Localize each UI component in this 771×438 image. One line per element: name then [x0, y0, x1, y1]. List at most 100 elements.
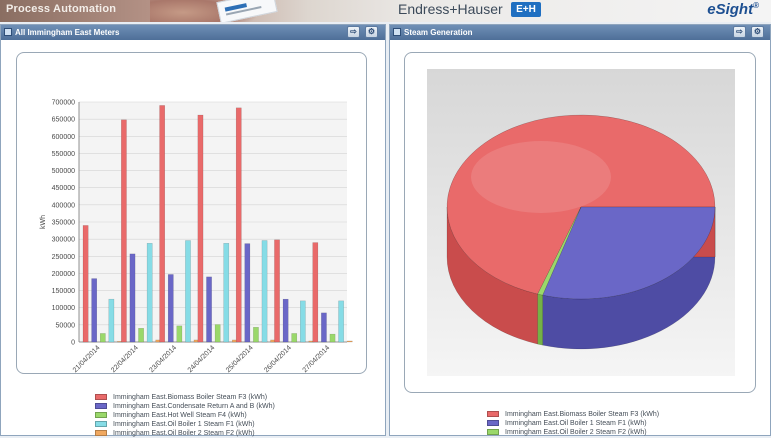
y-tick-label: 600000 — [52, 134, 75, 141]
y-tick-label: 150000 — [52, 288, 75, 295]
legend-label: Immingham East.Hot Well Steam F4 (kWh) — [113, 412, 247, 419]
y-tick-label: 550000 — [52, 151, 75, 158]
legend-swatch — [95, 412, 107, 419]
popout-icon[interactable]: ⇨ — [733, 26, 746, 38]
bar — [282, 298, 289, 343]
bar — [244, 243, 251, 343]
bar — [329, 333, 336, 343]
y-tick-label: 450000 — [52, 185, 75, 192]
bar — [197, 114, 204, 343]
bar — [176, 325, 183, 343]
x-tick-label: 26/04/2014 — [263, 344, 293, 374]
bar — [99, 333, 106, 343]
y-tick-label: 500000 — [52, 168, 75, 175]
header-banner: Process Automation Endress+Hauser E+H eS… — [0, 0, 771, 22]
pie-slice-side — [446, 206, 538, 345]
legend-item[interactable]: Immingham East.Oil Boiler 1 Steam F1 (kW… — [487, 419, 647, 428]
x-tick-label: 22/04/2014 — [110, 344, 140, 374]
window-icon — [4, 28, 12, 36]
pie-slice — [542, 206, 716, 300]
x-tick-label: 27/04/2014 — [302, 344, 332, 374]
bar — [206, 276, 212, 343]
panel-all-meters: All Immingham East Meters ⇨ ⚙ 0 50000 1000… — [0, 24, 386, 437]
legend-label: Immingham East.Condensate Return A and B… — [113, 403, 275, 410]
gear-icon[interactable]: ⚙ — [751, 26, 764, 38]
legend-label: Immingham East.Oil Boiler 1 Steam F1 (kW… — [113, 421, 255, 428]
legend-item[interactable]: Immingham East.Hot Well Steam F4 (kWh) — [95, 411, 247, 420]
legend-item[interactable]: Immingham East.Oil Boiler 1 Steam F1 (kW… — [95, 420, 255, 429]
legend-item[interactable]: Immingham East.Oil Boiler 2 Steam F2 (kW… — [487, 428, 647, 437]
bar-chart-frame: 0 50000 100000 150000 200000 250000 300000 3500… — [16, 52, 367, 374]
bar — [167, 274, 174, 343]
legend-swatch — [487, 429, 499, 436]
y-tick-label: 400000 — [52, 202, 75, 209]
panel-steam-generation: Steam Generation ⇨ ⚙ Immingham East.Biom… — [389, 24, 771, 436]
pie-chart-frame — [404, 52, 756, 393]
bar — [121, 119, 127, 343]
pie-chart — [427, 69, 735, 376]
y-tick-label: 250000 — [52, 254, 75, 261]
brand-logo: E+H — [511, 2, 541, 17]
y-tick-label: 100000 — [52, 305, 75, 312]
bar — [312, 242, 319, 343]
legend-label: Immingham East.Biomass Boiler Steam F3 (… — [505, 411, 660, 418]
bar — [82, 225, 89, 343]
legend-label: Immingham East.Oil Boiler 2 Steam F2 (kW… — [505, 429, 647, 436]
legend-item[interactable]: Immingham East.Biomass Boiler Steam F3 (… — [487, 410, 659, 419]
legend-label: Immingham East.Biomass Boiler Steam F3 (… — [113, 394, 268, 401]
bar — [108, 298, 115, 343]
panel-header-steam-generation: Steam Generation ⇨ ⚙ — [390, 25, 770, 40]
y-tick-label: 700000 — [52, 100, 75, 107]
legend-item[interactable]: Immingham East.Biomass Boiler Steam F3 (… — [95, 393, 267, 402]
product-name: eSight® — [707, 1, 759, 18]
legend-swatch — [95, 430, 107, 437]
bar — [185, 240, 191, 343]
bar — [214, 324, 221, 343]
legend-swatch — [487, 411, 499, 418]
legend-swatch — [487, 420, 499, 427]
bar — [146, 243, 153, 343]
x-tick-label: 25/04/2014 — [225, 344, 255, 374]
bar — [235, 107, 242, 343]
legend-swatch — [95, 403, 107, 410]
legend-label: Immingham East.Oil Boiler 1 Steam F1 (kW… — [505, 420, 647, 427]
bar — [300, 300, 306, 343]
header-tagline: Process Automation — [6, 3, 117, 15]
panel-title: All Immingham East Meters — [15, 28, 120, 37]
bar — [159, 105, 165, 343]
y-axis-label: kWh — [40, 215, 47, 229]
window-icon — [393, 28, 401, 36]
product-mark: ® — [753, 1, 759, 10]
panel-title: Steam Generation — [404, 28, 473, 37]
bar — [261, 240, 268, 343]
bar — [129, 253, 136, 343]
panel-header-all-meters: All Immingham East Meters ⇨ ⚙ — [1, 25, 385, 40]
x-tick-label: 23/04/2014 — [148, 344, 178, 374]
legend-swatch — [95, 394, 107, 401]
pie-slice-side — [537, 293, 543, 346]
bar — [138, 328, 144, 343]
bar — [91, 278, 97, 343]
bar — [253, 327, 259, 343]
brand-name: Endress+Hauser — [398, 1, 503, 17]
y-tick-label: 0 — [71, 340, 75, 347]
bar — [346, 340, 353, 343]
bar-chart: 0 50000 100000 150000 200000 250000 300000 3500… — [40, 100, 353, 374]
bar — [274, 239, 280, 343]
gear-icon[interactable]: ⚙ — [365, 26, 378, 38]
pie-slice — [537, 206, 582, 296]
bar — [321, 312, 327, 343]
bar — [338, 300, 344, 343]
y-tick-label: 200000 — [52, 271, 75, 278]
x-tick-label: 24/04/2014 — [187, 344, 217, 374]
y-tick-label: 650000 — [52, 117, 75, 124]
product-title: eSight — [707, 1, 754, 18]
legend-item[interactable]: Immingham East.Condensate Return A and B… — [95, 402, 275, 411]
pie-highlight — [471, 141, 611, 213]
popout-icon[interactable]: ⇨ — [347, 26, 360, 38]
legend-swatch — [95, 421, 107, 428]
y-tick-label: 300000 — [52, 237, 75, 244]
y-tick-label: 350000 — [52, 220, 75, 227]
bar — [223, 243, 230, 343]
x-tick-label: 21/04/2014 — [72, 344, 102, 374]
